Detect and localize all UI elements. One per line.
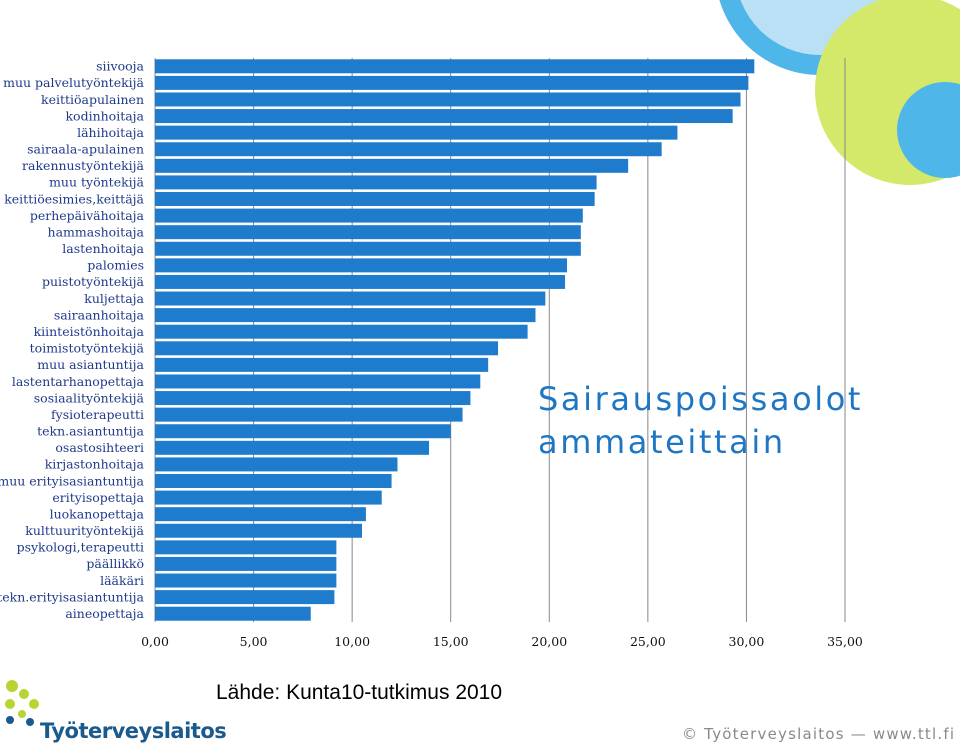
bar	[155, 573, 337, 588]
bar	[155, 241, 581, 256]
chart-title-line-2: ammateittain	[538, 423, 786, 461]
bars	[155, 59, 755, 621]
bar	[155, 142, 662, 157]
bar	[155, 374, 481, 389]
category-label: luokanopettaja	[50, 506, 145, 521]
bar	[155, 490, 382, 505]
category-label: psykologi,terapeutti	[17, 540, 144, 555]
category-label: perhepäivähoitaja	[30, 208, 145, 223]
category-label: keittiöapulainen	[41, 92, 144, 107]
bar	[155, 274, 566, 289]
decor-blue-circle	[897, 82, 960, 178]
bar	[155, 109, 733, 124]
category-label: siivooja	[96, 59, 144, 74]
logo-dot	[29, 699, 39, 709]
category-label: puistotyöntekijä	[42, 274, 145, 289]
category-label: sairaanhoitaja	[54, 307, 145, 322]
logo-dot	[6, 716, 14, 724]
category-label: osastosihteeri	[55, 440, 144, 455]
x-tick-label: 0,00	[141, 634, 169, 649]
category-label: erityisopettaja	[52, 490, 144, 505]
x-tick-label: 5,00	[240, 634, 268, 649]
category-label: kodinhoitaja	[65, 108, 144, 123]
category-label: fysioterapeutti	[51, 407, 144, 422]
bar	[155, 540, 337, 555]
bar	[155, 158, 629, 173]
category-label: lastentarhanopettaja	[12, 374, 145, 389]
ttl-logo-icon	[5, 680, 39, 726]
category-label: kuljettaja	[84, 291, 144, 306]
x-tick-label: 30,00	[729, 634, 765, 649]
logo-dot	[6, 680, 18, 692]
x-tick-label: 20,00	[531, 634, 567, 649]
bar	[155, 507, 366, 522]
bar	[155, 75, 749, 90]
x-tick-label: 10,00	[334, 634, 370, 649]
category-label: lastenhoitaja	[62, 241, 144, 256]
category-label: tekn.asiantuntija	[37, 424, 144, 439]
bar	[155, 357, 489, 372]
x-tick-label: 15,00	[433, 634, 469, 649]
category-label: kiinteistönhoitaja	[34, 324, 145, 339]
chart-title-line-1: Sairauspoissaolot	[538, 380, 864, 418]
bar	[155, 590, 335, 605]
logo-dot	[18, 710, 26, 718]
bar	[155, 407, 463, 422]
category-label: sosiaalityöntekijä	[34, 390, 145, 405]
bar	[155, 59, 755, 74]
category-label: tekn.erityisasiantuntija	[0, 589, 145, 604]
bar	[155, 208, 583, 223]
category-label: sairaala-apulainen	[27, 142, 144, 157]
bar	[155, 474, 392, 488]
logo-dot	[19, 689, 29, 699]
category-label: lähihoitaja	[77, 125, 144, 140]
bar	[155, 192, 595, 206]
category-label: lääkäri	[100, 573, 144, 588]
bar	[155, 606, 311, 621]
category-label: muu erityisasiantuntija	[0, 473, 145, 488]
bar	[155, 258, 568, 273]
bar	[155, 341, 499, 356]
bar	[155, 440, 430, 455]
tick-labels: 0,00 5,00 10,00 15,00 20,00 25,00 30,00 35,00	[141, 634, 863, 649]
logo-dot	[26, 718, 34, 726]
category-label: kirjastonhoitaja	[45, 457, 145, 472]
x-tick-label: 25,00	[630, 634, 666, 649]
decorative-circles	[719, 0, 960, 185]
x-tick-label: 35,00	[827, 634, 863, 649]
bar	[155, 324, 528, 339]
category-label: kulttuurityöntekijä	[25, 523, 144, 538]
category-label: keittiöesimies,keittäjä	[4, 191, 144, 206]
bar	[155, 291, 546, 306]
bar	[155, 391, 471, 406]
category-label: aineopettaja	[65, 606, 144, 621]
category-label: muu palvelutyöntekijä	[3, 75, 144, 90]
logo-dot	[5, 699, 15, 709]
category-label: rakennustyöntekijä	[22, 158, 144, 173]
category-label: muu asiantuntija	[37, 357, 144, 372]
source-note: Lähde: Kunta10-tutkimus 2010	[216, 681, 503, 704]
category-label: hammashoitaja	[48, 224, 145, 239]
bar	[155, 424, 451, 439]
footer-credit: © Työterveyslaitos — www.ttl.fi	[682, 725, 956, 743]
chart-title: Sairauspoissaolot ammateittain	[538, 378, 863, 464]
bar	[155, 92, 741, 107]
category-label: päällikkö	[86, 556, 144, 571]
logo-name: Työterveyslaitos	[40, 719, 227, 743]
bar	[155, 523, 362, 538]
category-label: toimistotyöntekijä	[30, 341, 145, 356]
bar	[155, 175, 597, 190]
category-label: muu työntekijä	[49, 175, 144, 190]
bar	[155, 556, 337, 571]
category-label: palomies	[87, 258, 144, 273]
bar	[155, 308, 536, 323]
bar	[155, 457, 398, 472]
bar	[155, 125, 678, 140]
bar	[155, 225, 581, 240]
